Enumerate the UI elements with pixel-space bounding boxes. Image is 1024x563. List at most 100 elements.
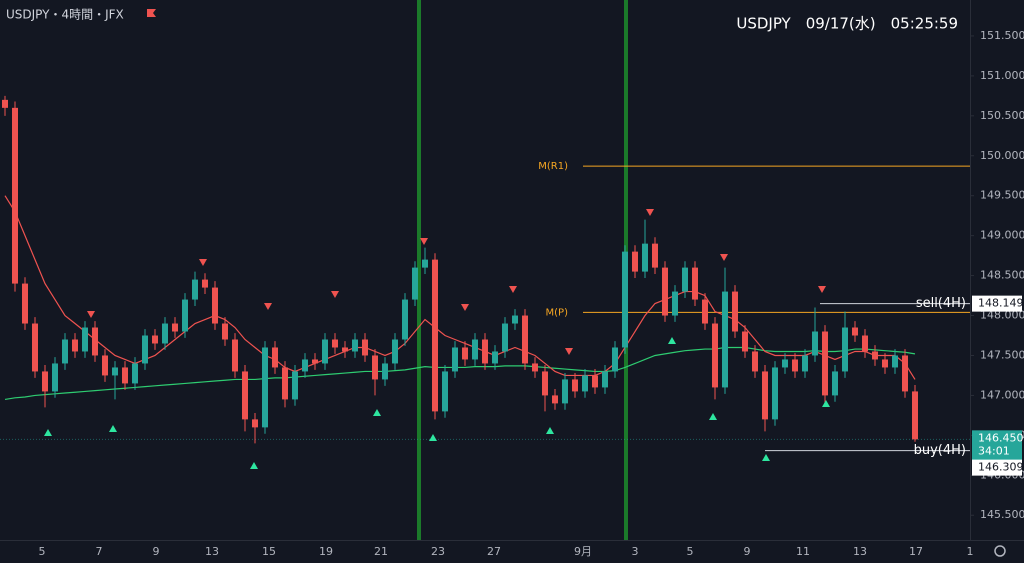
candle-body — [122, 367, 128, 384]
candle-body — [182, 299, 188, 332]
candle-body — [822, 331, 828, 396]
candle-body — [812, 331, 818, 356]
candle-body — [672, 291, 678, 316]
y-tick-label: 148.000 — [980, 309, 1024, 322]
candle-body — [162, 323, 168, 344]
candle-body — [492, 351, 498, 364]
y-tick-label: 149.500 — [980, 189, 1024, 202]
candle-body — [382, 363, 388, 380]
y-tick-label: 149.000 — [980, 229, 1024, 242]
current-price-box — [972, 430, 1022, 461]
candle-body — [232, 339, 238, 372]
buy-signal — [373, 409, 381, 416]
candle-body — [652, 243, 658, 268]
buy-signal — [546, 427, 554, 434]
candle-body — [632, 251, 638, 272]
y-tick-label: 145.500 — [980, 508, 1024, 521]
sell-signal — [720, 254, 728, 261]
countdown: 34:01 — [978, 444, 1010, 457]
buy-signal — [250, 462, 258, 469]
candle-body — [762, 371, 768, 420]
candle-body — [612, 347, 618, 372]
ma-fast-line — [4, 195, 916, 380]
y-tick-label: 148.500 — [980, 269, 1024, 282]
candle-body — [902, 355, 908, 392]
candle-body — [552, 395, 558, 404]
candle-body — [562, 379, 568, 404]
candle-body — [702, 299, 708, 324]
x-tick-label: 9月 — [574, 545, 592, 558]
candle-body — [22, 283, 28, 324]
x-tick-label: 17 — [909, 545, 923, 558]
sell-signal — [199, 259, 207, 266]
buy-signal — [762, 454, 770, 461]
candle-body — [202, 279, 208, 288]
candle-body — [522, 315, 528, 364]
x-tick-label: 27 — [487, 545, 501, 558]
candle-body — [882, 359, 888, 368]
candle-body — [52, 363, 58, 392]
x-tick-label: 7 — [96, 545, 103, 558]
candle-body — [12, 107, 18, 284]
candle-body — [152, 335, 158, 344]
buy-price-box — [972, 459, 1022, 476]
x-tick-label: 5 — [39, 545, 46, 558]
candle-body — [212, 287, 218, 324]
candle-body — [172, 323, 178, 332]
candle-body — [582, 375, 588, 392]
candle-body — [362, 339, 368, 356]
candle-body — [622, 251, 628, 348]
x-tick-label: 5 — [687, 545, 694, 558]
candle-body — [792, 359, 798, 372]
candle-body — [292, 371, 298, 400]
candle-body — [352, 339, 358, 352]
candle-body — [252, 419, 258, 428]
sell-signal — [331, 291, 339, 298]
candle-body — [282, 367, 288, 400]
candle-body — [732, 291, 738, 332]
candle-body — [402, 299, 408, 340]
flag-icon[interactable] — [147, 9, 156, 17]
candle-body — [682, 267, 688, 292]
candle-body — [142, 335, 148, 364]
candle-body — [112, 367, 118, 376]
x-tick-label: 13 — [853, 545, 867, 558]
candle-body — [192, 279, 198, 300]
candle-body — [272, 347, 278, 368]
candle-body — [302, 359, 308, 372]
candle-body — [842, 327, 848, 372]
candle-body — [712, 323, 718, 388]
candle-body — [642, 243, 648, 272]
candle-body — [692, 267, 698, 300]
buy-signal — [668, 337, 676, 344]
candle-body — [312, 359, 318, 364]
x-tick-label: 11 — [796, 545, 810, 558]
candle-body — [502, 323, 508, 352]
current-price: 146.450 — [978, 431, 1024, 444]
x-tick-label: 1 — [967, 545, 974, 558]
buy-signal — [44, 429, 52, 436]
sell-signal — [87, 311, 95, 318]
settings-icon[interactable] — [994, 545, 1006, 557]
y-tick-label: 151.000 — [980, 69, 1024, 82]
y-tick-label: 150.500 — [980, 109, 1024, 122]
candle-body — [832, 371, 838, 396]
candle-body — [602, 371, 608, 388]
x-tick-label: 21 — [374, 545, 388, 558]
buy-label: buy(4H) — [914, 443, 966, 458]
candle-body — [342, 347, 348, 352]
sell-signal — [461, 304, 469, 311]
candle-body — [242, 371, 248, 420]
candle-body — [892, 355, 898, 368]
candle-body — [132, 363, 138, 384]
candle-body — [722, 291, 728, 388]
candle-body — [62, 339, 68, 364]
buy-signal — [822, 400, 830, 407]
buy-signal — [709, 413, 717, 420]
candle-body — [592, 375, 598, 388]
x-tick-label: 23 — [431, 545, 445, 558]
candle-body — [802, 355, 808, 372]
symbol-title: USDJPY・4時間・JFX — [6, 8, 124, 22]
candle-body — [452, 347, 458, 372]
